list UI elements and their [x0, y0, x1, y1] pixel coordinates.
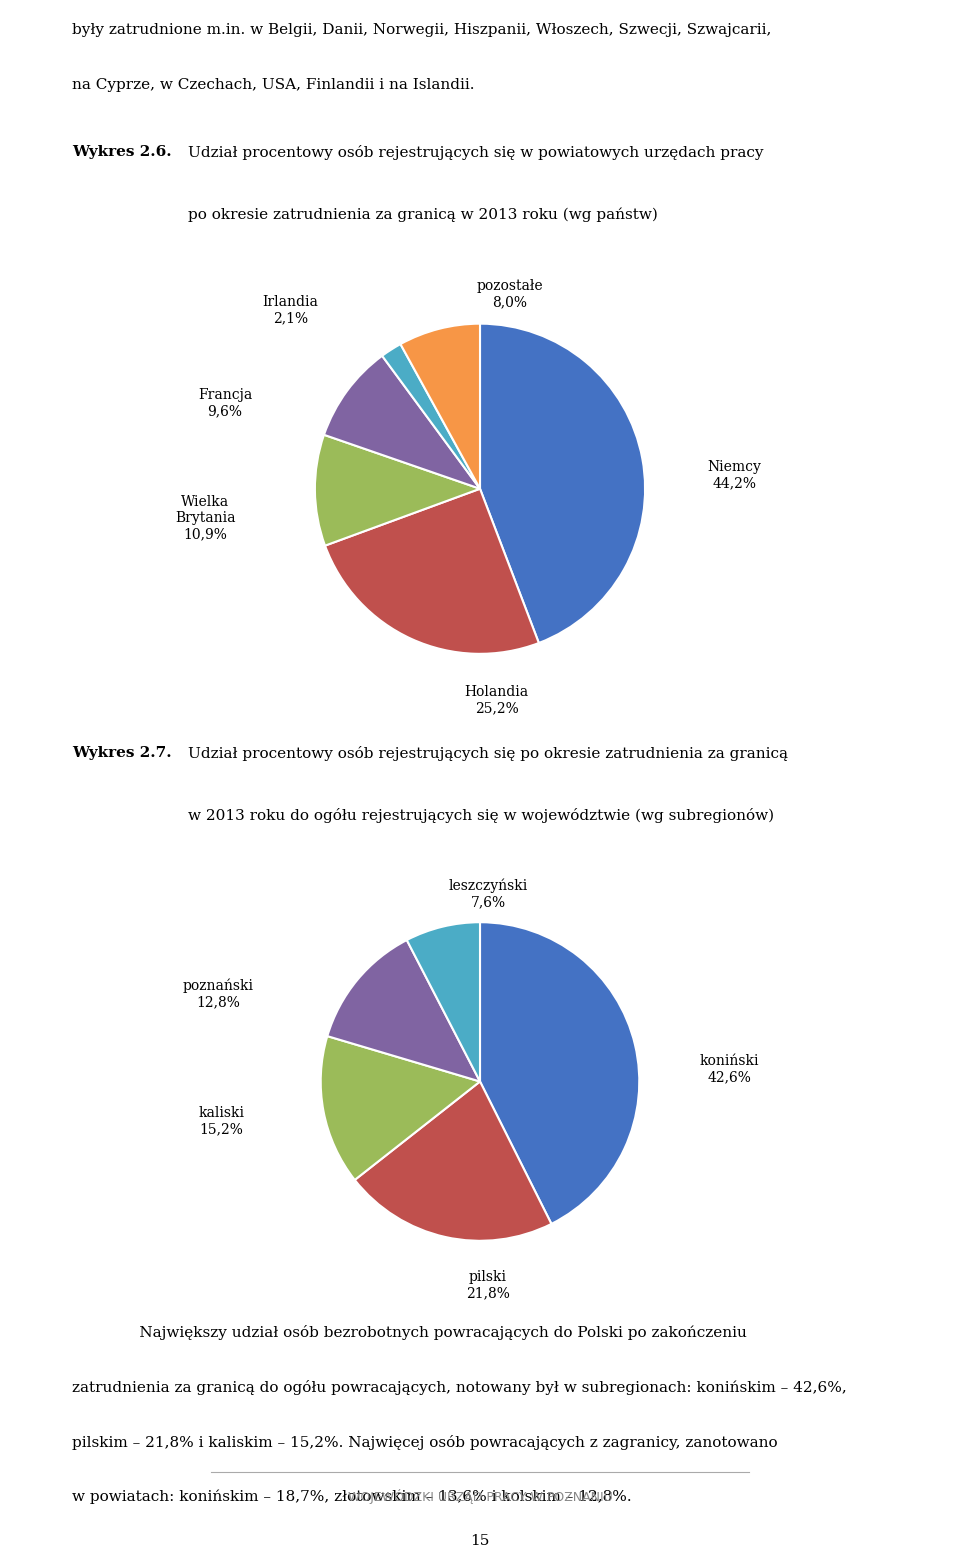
- Text: zatrudnienia za granicą do ogółu powracających, notowany był w subregionach: kon: zatrudnienia za granicą do ogółu powraca…: [72, 1379, 847, 1395]
- Text: koniński
42,6%: koniński 42,6%: [700, 1054, 759, 1084]
- Wedge shape: [355, 1081, 551, 1240]
- Text: pozostałe
8,0%: pozostałe 8,0%: [476, 278, 543, 310]
- Text: pilski
21,8%: pilski 21,8%: [466, 1270, 510, 1301]
- Text: były zatrudnione m.in. w Belgii, Danii, Norwegii, Hiszpanii, Włoszech, Szwecji, : były zatrudnione m.in. w Belgii, Danii, …: [72, 23, 772, 38]
- Wedge shape: [315, 435, 480, 546]
- Wedge shape: [480, 923, 639, 1225]
- Text: Holandia
25,2%: Holandia 25,2%: [465, 685, 529, 715]
- Text: w 2013 roku do ogółu rejestrujących się w województwie (wg subregionów): w 2013 roku do ogółu rejestrujących się …: [188, 809, 774, 823]
- Text: WOJEWÓDZKI URZĄD PRACY W POZNANIU: WOJEWÓDZKI URZĄD PRACY W POZNANIU: [348, 1489, 612, 1505]
- Text: w powiatach: konińskim – 18,7%, złotowskim – 13,6% i kolskim – 12,8%.: w powiatach: konińskim – 18,7%, złotowsk…: [72, 1489, 632, 1505]
- Wedge shape: [400, 324, 480, 488]
- Wedge shape: [325, 488, 539, 654]
- Text: Wykres 2.6.: Wykres 2.6.: [72, 145, 172, 160]
- Text: po okresie zatrudnienia za granicą w 2013 roku (wg państw): po okresie zatrudnienia za granicą w 201…: [188, 208, 658, 222]
- Text: Największy udział osób bezrobotnych powracających do Polski po zakończeniu: Największy udział osób bezrobotnych powr…: [115, 1325, 747, 1340]
- Wedge shape: [382, 344, 480, 488]
- Text: Francja
9,6%: Francja 9,6%: [198, 388, 252, 418]
- Text: Udział procentowy osób rejestrujących się w powiatowych urzędach pracy: Udział procentowy osób rejestrujących si…: [188, 145, 763, 161]
- Wedge shape: [407, 923, 480, 1081]
- Text: Wykres 2.7.: Wykres 2.7.: [72, 746, 172, 760]
- Text: Udział procentowy osób rejestrujących się po okresie zatrudnienia za granicą: Udział procentowy osób rejestrujących si…: [188, 746, 788, 762]
- Text: pilskim – 21,8% i kaliskim – 15,2%. Najwięcej osób powracających z zagranicy, za: pilskim – 21,8% i kaliskim – 15,2%. Najw…: [72, 1434, 778, 1450]
- Text: Irlandia
2,1%: Irlandia 2,1%: [262, 296, 318, 325]
- Text: kaliski
15,2%: kaliski 15,2%: [199, 1106, 244, 1137]
- Text: 15: 15: [470, 1534, 490, 1548]
- Text: poznański
12,8%: poznański 12,8%: [182, 979, 253, 1009]
- Wedge shape: [321, 1035, 480, 1179]
- Wedge shape: [327, 940, 480, 1081]
- Text: Wielka
Brytania
10,9%: Wielka Brytania 10,9%: [175, 496, 235, 541]
- Text: na Cyprze, w Czechach, USA, Finlandii i na Islandii.: na Cyprze, w Czechach, USA, Finlandii i …: [72, 78, 474, 92]
- Wedge shape: [324, 355, 480, 488]
- Text: leszczyński
7,6%: leszczyński 7,6%: [448, 879, 528, 909]
- Wedge shape: [480, 324, 645, 643]
- Text: Niemcy
44,2%: Niemcy 44,2%: [708, 460, 761, 491]
